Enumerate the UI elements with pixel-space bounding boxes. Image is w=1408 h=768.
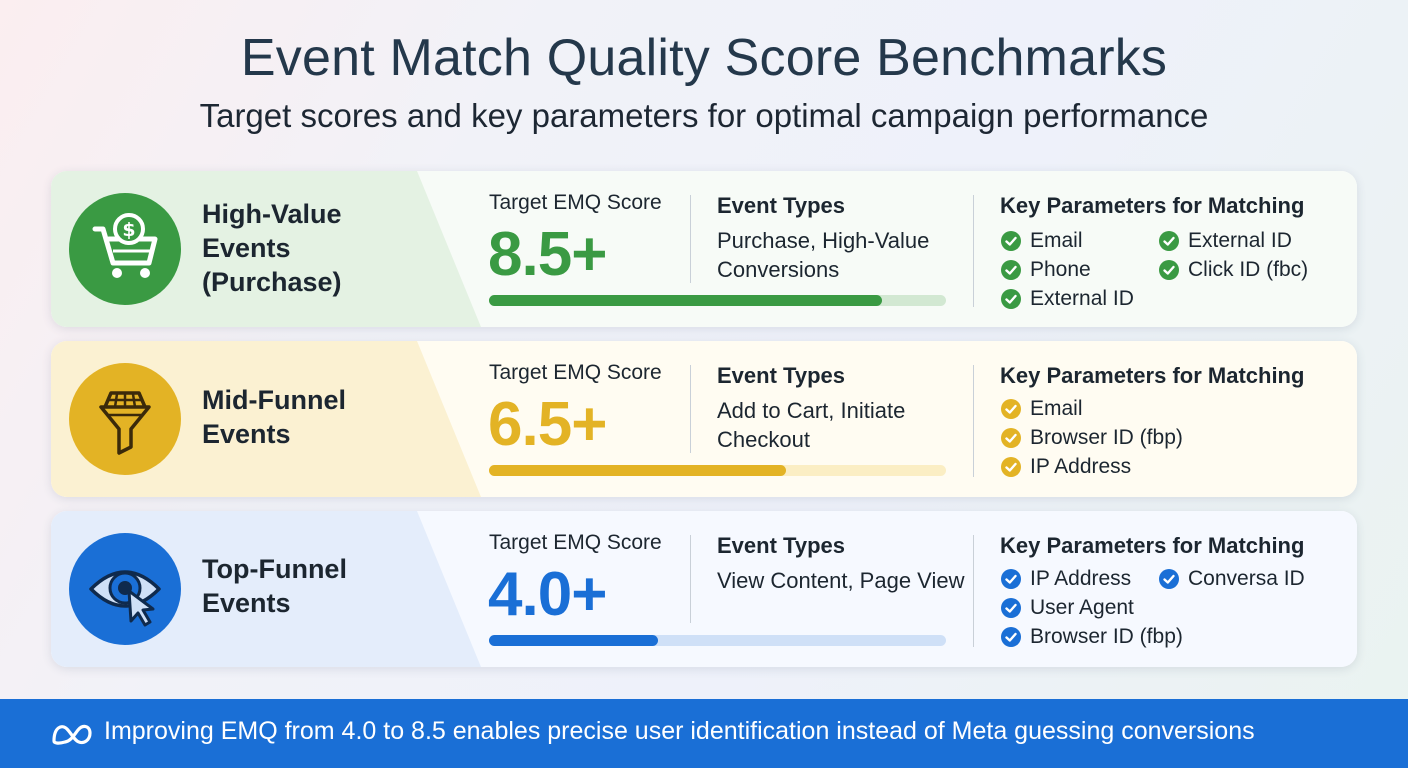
key-params-heading: Key Parameters for Matching [1000, 363, 1305, 388]
category-label: High-Value Events (Purchase) [202, 199, 342, 297]
check-icon [1159, 260, 1179, 280]
score-bar-track [489, 295, 946, 306]
score-bar-track [489, 635, 946, 646]
divider [973, 535, 974, 647]
check-icon [1159, 231, 1179, 251]
basket-funnel-icon [69, 363, 181, 475]
key-params-heading: Key Parameters for Matching [1000, 193, 1305, 218]
meta-logo-icon [50, 721, 94, 752]
svg-text:$: $ [122, 219, 135, 241]
event-types-heading: Event Types [717, 533, 845, 558]
check-icon [1159, 569, 1179, 589]
check-icon [1001, 289, 1021, 309]
event-types-text: Add to Cart, Initiate Checkout [717, 398, 906, 452]
score-bar-fill [489, 465, 787, 476]
score-label: Target EMQ Score [489, 191, 662, 214]
divider [973, 195, 974, 307]
key-params-heading: Key Parameters for Matching [1000, 533, 1305, 558]
score-value: 6.5+ [488, 390, 607, 459]
check-icon [1001, 231, 1021, 251]
check-icon [1001, 569, 1021, 589]
benchmark-card-high-value: $ High-Value Events (Purchase) Target EM… [51, 171, 1357, 327]
event-types-text: View Content, Page View [717, 568, 965, 593]
divider [690, 195, 691, 283]
footer-text: Improving EMQ from 4.0 to 8.5 enables pr… [104, 717, 1255, 745]
check-icon [1001, 428, 1021, 448]
check-icon [1001, 399, 1021, 419]
check-icon [1001, 260, 1021, 280]
category-label: Top-Funnel Events [202, 554, 347, 618]
event-types-heading: Event Types [717, 363, 845, 388]
divider [690, 535, 691, 623]
benchmark-card-top-funnel: Top-Funnel Events Target EMQ Score 4.0+ … [51, 511, 1357, 667]
check-icon [1001, 457, 1021, 477]
check-icon [1001, 627, 1021, 647]
score-label: Target EMQ Score [489, 531, 662, 554]
score-value: 8.5+ [488, 220, 607, 289]
benchmark-card-mid-funnel: Mid-Funnel Events Target EMQ Score 6.5+ … [51, 341, 1357, 497]
page-title: Event Match Quality Score Benchmarks [240, 29, 1168, 87]
page-subtitle: Target scores and key parameters for opt… [199, 97, 1209, 134]
category-label: Mid-Funnel Events [202, 385, 346, 449]
score-bar-fill [489, 295, 883, 306]
event-types-heading: Event Types [717, 193, 845, 218]
eye-cursor-icon [69, 533, 181, 645]
score-value: 4.0+ [488, 560, 607, 629]
score-label: Target EMQ Score [489, 361, 662, 384]
check-icon [1001, 598, 1021, 618]
score-bar-fill [489, 635, 659, 646]
footer-banner: Improving EMQ from 4.0 to 8.5 enables pr… [0, 699, 1408, 768]
divider [690, 365, 691, 453]
score-bar-track [489, 465, 946, 476]
event-types-text: Purchase, High-Value Conversions [717, 228, 930, 282]
divider [973, 365, 974, 477]
shopping-cart-dollar-icon: $ [69, 193, 181, 305]
